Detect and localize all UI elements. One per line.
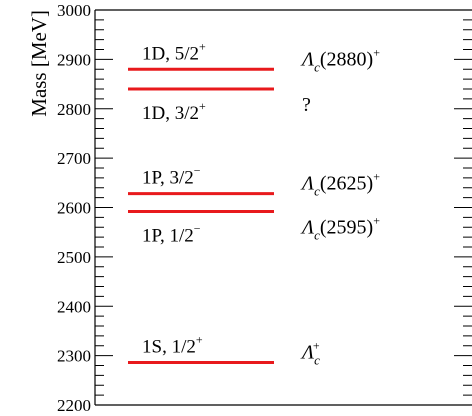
state-label: ? [302, 94, 311, 116]
level-label: 1S, 1/2+ [142, 333, 203, 358]
tick-label: 2800 [57, 100, 91, 119]
level-label: 1P, 1/2− [142, 221, 201, 246]
tick-label: 2400 [57, 297, 91, 316]
tick-label: 2700 [57, 149, 91, 168]
level-label: 1D, 5/2+ [142, 39, 206, 64]
state-label: Λc(2625)+ [300, 170, 380, 199]
y-axis-title: Mass [MeV] [27, 10, 51, 117]
state-label: Λc(2880)+ [300, 45, 380, 74]
tick-label: 2900 [57, 50, 91, 69]
y-axis-ticks [95, 9, 472, 406]
y-axis-tick-labels: 2200 2300 2400 2500 2600 2700 2800 2900 3000 [57, 1, 91, 415]
state-label: Λc+ [300, 339, 320, 368]
tick-label: 2600 [57, 199, 91, 218]
levels: 1S, 1/2+ Λc+ 1P, 1/2− Λc(2595)+ 1P, 3/2− Λc(2… [128, 39, 380, 368]
tick-label: 2300 [57, 347, 91, 366]
state-label: Λc(2595)+ [300, 213, 380, 242]
level-label: 1P, 3/2− [142, 164, 201, 189]
tick-label: 2200 [57, 396, 91, 415]
tick-label: 2500 [57, 248, 91, 267]
level-label: 1D, 3/2+ [142, 99, 206, 124]
tick-label: 3000 [57, 1, 91, 20]
